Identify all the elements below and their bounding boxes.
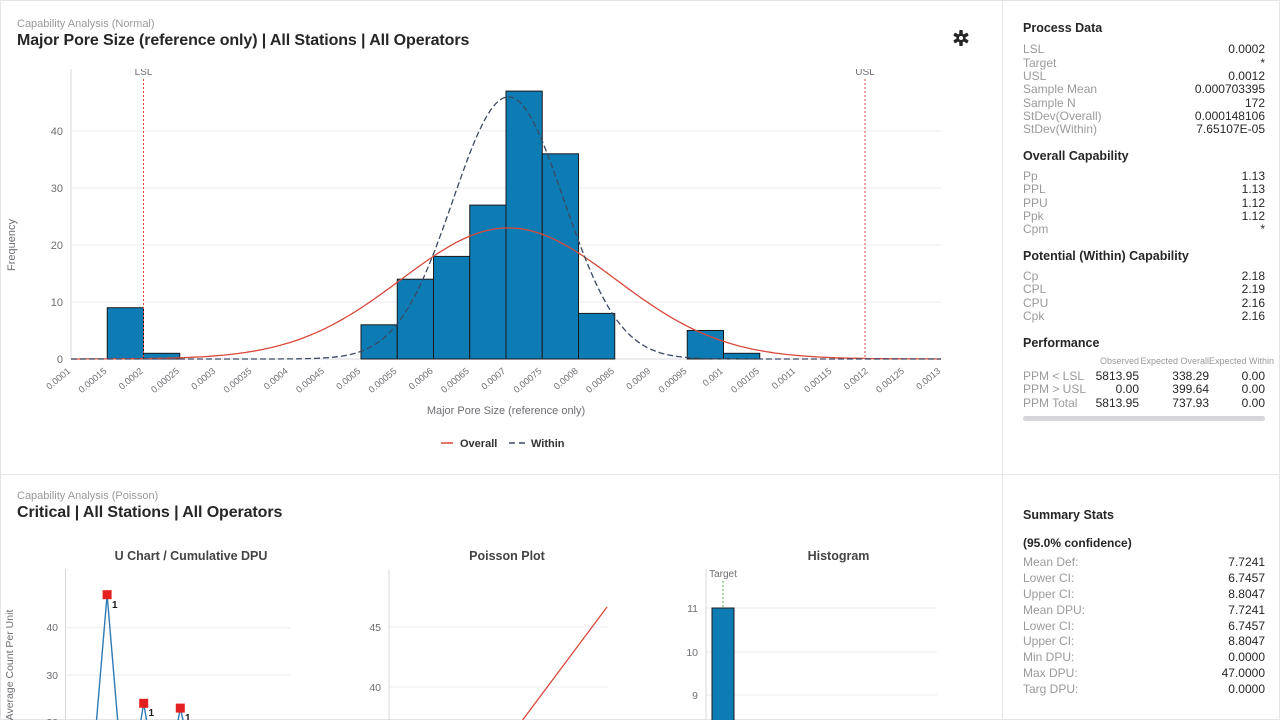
svg-text:0.00035: 0.00035 [222,366,254,395]
svg-text:0.00015: 0.00015 [77,366,109,395]
svg-text:0.0009: 0.0009 [624,366,652,392]
svg-text:0.00085: 0.00085 [584,366,616,395]
svg-text:Frequency: Frequency [6,219,18,271]
svg-text:Average Count Per Unit: Average Count Per Unit [4,610,16,720]
svg-text:9: 9 [692,690,698,702]
svg-text:Overall: Overall [460,438,497,450]
svg-text:Within: Within [531,438,565,450]
svg-text:0.0012: 0.0012 [842,366,870,392]
svg-text:1: 1 [149,708,155,719]
svg-text:0.0008: 0.0008 [552,366,580,392]
svg-text:Target: Target [709,569,737,580]
svg-text:0.0007: 0.0007 [479,366,507,392]
svg-text:40: 40 [46,622,58,634]
svg-text:10: 10 [51,297,63,309]
svg-text:0.0006: 0.0006 [407,366,435,392]
svg-text:0.00095: 0.00095 [657,366,689,395]
svg-text:10: 10 [686,647,698,659]
svg-text:0.00025: 0.00025 [149,366,181,395]
svg-text:0.0011: 0.0011 [770,366,797,391]
svg-text:USL: USL [855,69,875,78]
svg-text:0.00125: 0.00125 [874,366,906,395]
svg-text:0.001: 0.001 [701,366,725,388]
svg-text:0.00115: 0.00115 [802,366,833,395]
svg-text:0.0001: 0.0001 [44,366,72,392]
svg-text:0.0004: 0.0004 [262,366,290,392]
svg-text:Major Pore Size (reference onl: Major Pore Size (reference only) [427,405,585,417]
svg-text:0.0003: 0.0003 [189,366,217,392]
svg-text:20: 20 [51,240,63,252]
svg-text:1: 1 [185,713,191,720]
svg-text:0.00105: 0.00105 [729,366,761,395]
svg-text:0.0002: 0.0002 [117,366,145,392]
svg-text:11: 11 [687,603,698,615]
svg-text:0.00065: 0.00065 [439,366,471,395]
svg-text:45: 45 [369,622,381,634]
svg-text:0.00045: 0.00045 [294,366,326,395]
svg-text:30: 30 [51,183,63,195]
svg-text:0.00055: 0.00055 [367,366,399,395]
svg-text:0: 0 [57,354,63,366]
svg-text:0.0005: 0.0005 [334,366,362,392]
svg-text:0.00075: 0.00075 [512,366,544,395]
svg-text:30: 30 [46,670,58,682]
svg-text:1: 1 [112,600,118,611]
svg-text:40: 40 [51,126,63,138]
svg-text:0.0013: 0.0013 [914,366,942,392]
svg-text:40: 40 [369,682,381,694]
svg-text:LSL: LSL [135,69,153,78]
